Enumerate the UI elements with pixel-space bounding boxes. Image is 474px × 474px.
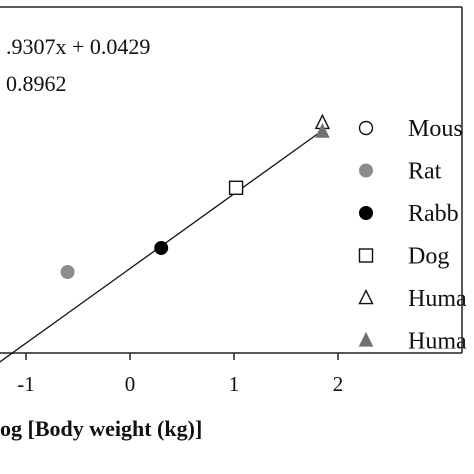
x-tick-label: 1	[229, 372, 240, 396]
legend-marker	[358, 288, 374, 305]
x-tick-label: -1	[17, 372, 35, 396]
data-points	[60, 113, 331, 279]
x-axis-label: og [Body weight (kg)]	[0, 416, 202, 441]
legend-label: Huma	[408, 329, 467, 355]
x-tick-label: 0	[125, 372, 136, 396]
data-point-5	[315, 123, 330, 138]
regression-equation: .9307x + 0.0429	[6, 34, 150, 59]
x-tick-label: 2	[333, 372, 344, 396]
legend-label: Mous	[408, 116, 463, 142]
legend-marker	[358, 120, 374, 136]
x-axis-ticks: -1 0 1 2	[17, 353, 343, 396]
legend-marker	[359, 163, 373, 178]
data-point-3	[228, 180, 244, 195]
legend-marker	[359, 206, 373, 220]
legend-marker	[358, 248, 374, 263]
r-squared-text: 0.8962	[6, 71, 67, 96]
legend: Mous Rat Rabb Dog Huma Huma	[358, 116, 467, 355]
legend-label: Rabb	[408, 201, 459, 227]
legend-label: Huma	[408, 286, 467, 312]
data-point-1	[60, 265, 75, 279]
legend-label: Rat	[408, 159, 442, 185]
plot-frame	[0, 6, 463, 354]
legend-marker	[358, 331, 374, 347]
legend-label: Dog	[408, 244, 449, 270]
data-point-2	[154, 240, 169, 255]
